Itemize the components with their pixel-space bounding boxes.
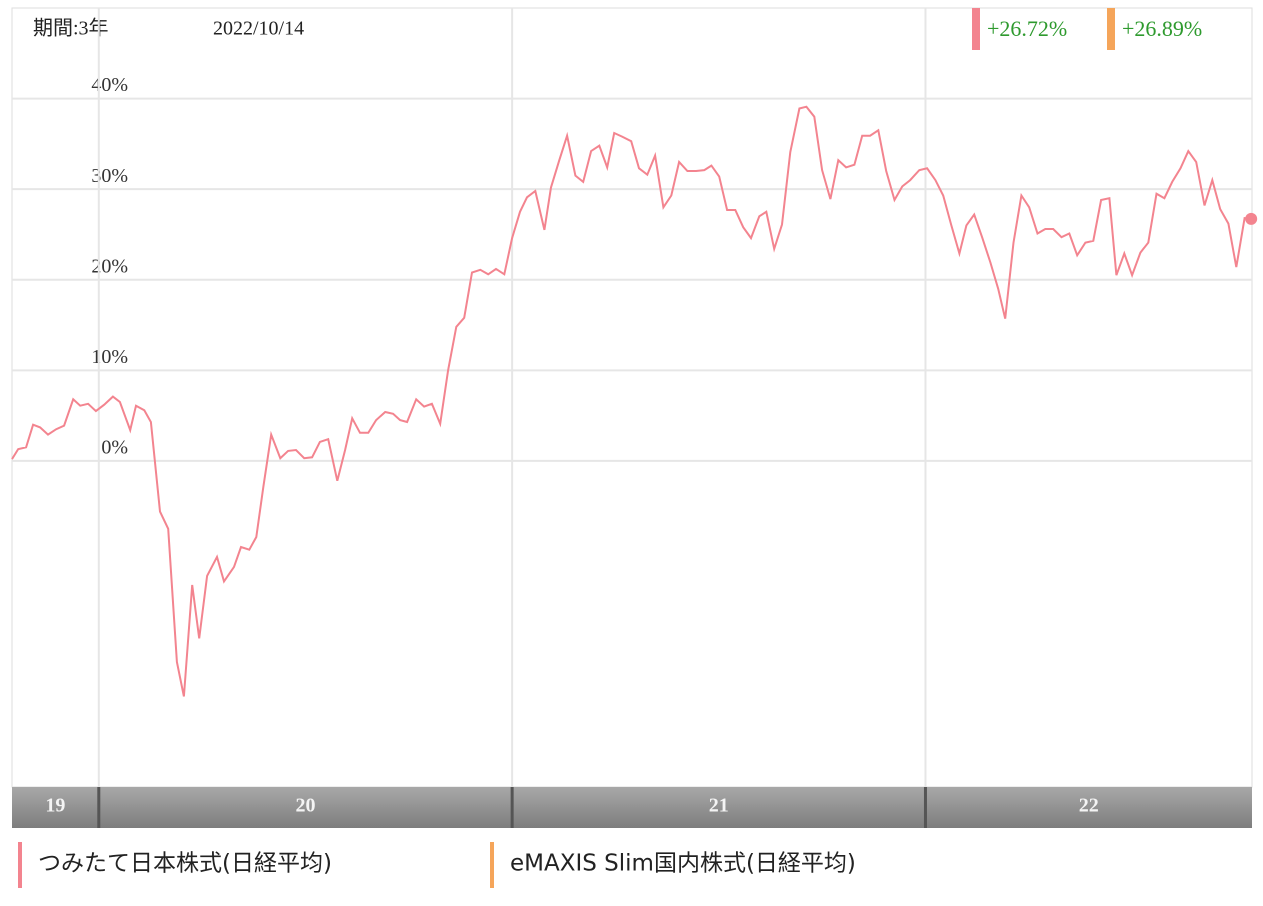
end-point bbox=[1245, 212, 1258, 225]
x-tick-label: 19 bbox=[45, 795, 65, 817]
legend-swatch bbox=[18, 842, 22, 888]
y-tick-label: 0% bbox=[101, 437, 128, 459]
y-tick-label: 30% bbox=[91, 165, 128, 187]
year-band bbox=[12, 787, 1252, 828]
line bbox=[11, 105, 1252, 697]
change-label: +26.72% bbox=[987, 16, 1067, 41]
legend-label: つみたて日本株式(日経平均) bbox=[38, 851, 332, 877]
period: 期間:3年 bbox=[33, 17, 109, 40]
y-tick-label: 20% bbox=[91, 255, 128, 277]
legend-swatch bbox=[490, 842, 494, 888]
date: 2022/10/14 bbox=[213, 18, 304, 40]
plot-area bbox=[11, 7, 1253, 788]
change-marker bbox=[972, 8, 980, 50]
y-tick-label: 40% bbox=[91, 74, 128, 96]
x-tick-label: 20 bbox=[295, 795, 315, 817]
change-marker bbox=[1107, 8, 1115, 50]
y-tick-label: 10% bbox=[91, 346, 128, 368]
change-label: +26.89% bbox=[1122, 16, 1202, 41]
x-tick-label: 21 bbox=[709, 795, 729, 817]
legend-label: eMAXIS Slim国内株式(日経平均) bbox=[510, 851, 856, 877]
x-tick-label: 22 bbox=[1079, 795, 1099, 817]
